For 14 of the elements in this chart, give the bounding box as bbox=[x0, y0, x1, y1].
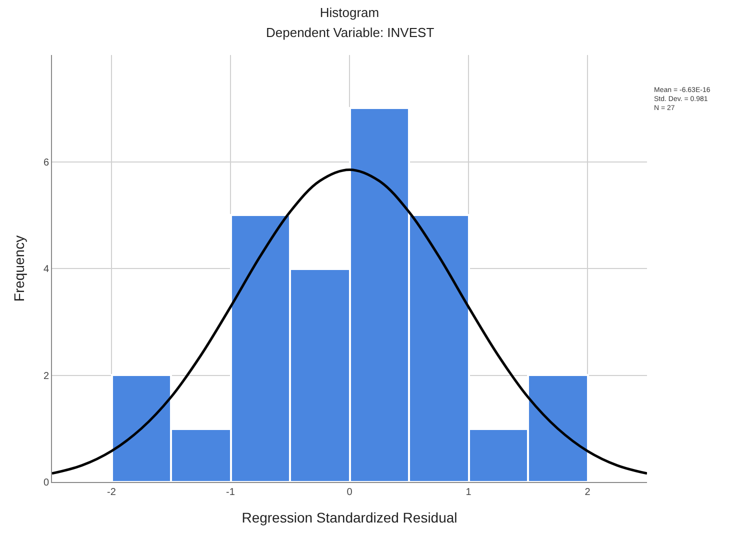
x-tick-label: 2 bbox=[584, 487, 591, 498]
y-tick-label: 2 bbox=[43, 370, 50, 382]
x-tick-label: -1 bbox=[226, 487, 236, 498]
x-tick-label: 0 bbox=[346, 487, 353, 498]
y-tick-label: 4 bbox=[43, 264, 50, 275]
x-tick-label: 1 bbox=[466, 487, 472, 498]
y-tick-label: 0 bbox=[43, 478, 50, 488]
x-axis-title: Regression Standardized Residual bbox=[242, 509, 458, 526]
x-tick-label: -2 bbox=[107, 487, 116, 498]
chart-subtitle: Dependent Variable: INVEST bbox=[266, 25, 434, 40]
chart-title: Histogram bbox=[320, 5, 380, 20]
y-axis-title: Frequency bbox=[11, 235, 28, 302]
line-series bbox=[52, 168, 647, 475]
y-tick-label: 6 bbox=[43, 157, 50, 168]
